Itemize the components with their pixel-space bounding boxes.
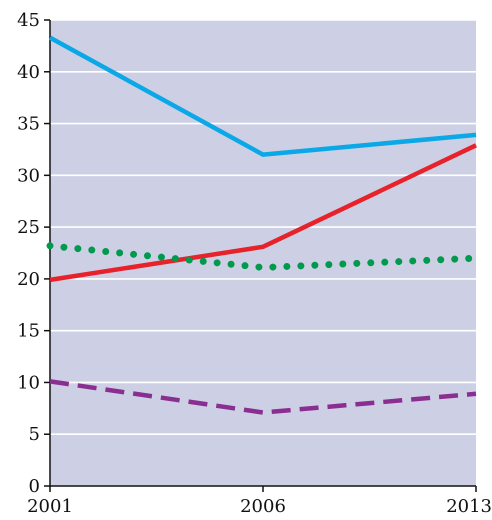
y-tick-label: 5 <box>29 424 40 445</box>
y-tick-label: 35 <box>17 114 40 135</box>
axes <box>44 19 477 492</box>
series-line-2 <box>49 143 477 283</box>
series-line-4 <box>49 379 477 415</box>
y-tick-label: 0 <box>29 476 40 497</box>
series-line-3 <box>46 242 480 271</box>
y-tick-label: 45 <box>17 10 40 31</box>
y-tick-label: 40 <box>17 62 40 83</box>
x-tick-labels: 2001 2006 2013 <box>27 496 492 517</box>
y-tick-label: 10 <box>17 372 40 393</box>
y-tick-label: 15 <box>17 321 40 342</box>
x-tick-label: 2001 <box>27 496 73 517</box>
x-tick-label: 2006 <box>240 496 286 517</box>
series-line-1 <box>48 35 477 157</box>
gridlines <box>50 19 476 436</box>
y-tick-label: 25 <box>17 217 40 238</box>
y-tick-label: 20 <box>17 269 40 290</box>
plot-background <box>50 20 476 486</box>
y-tick-label: 30 <box>17 165 40 186</box>
series-lines <box>46 35 480 415</box>
x-tick-label: 2013 <box>446 496 492 517</box>
y-tick-labels: 0 5 10 15 20 25 30 35 40 45 <box>17 10 40 497</box>
